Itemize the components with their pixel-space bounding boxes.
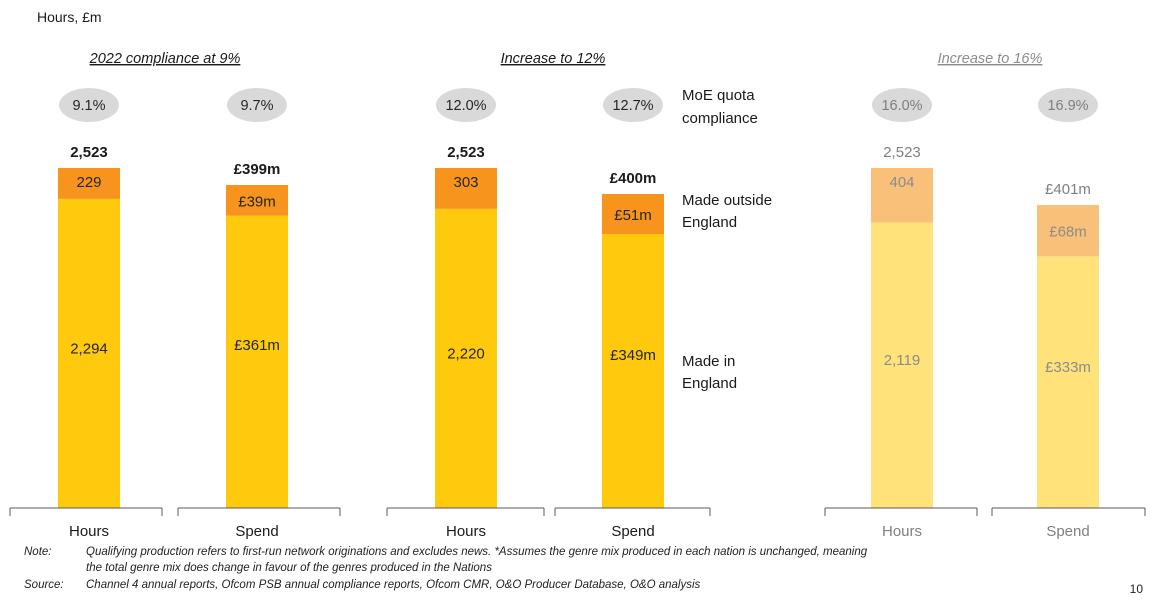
x-tick-label: Hours — [446, 523, 486, 540]
bar-made-in-england — [435, 208, 497, 508]
legend-outside-line1: Made outside — [682, 192, 772, 209]
quota-value: 9.1% — [72, 98, 105, 114]
scenario-title: 2022 compliance at 9% — [89, 51, 241, 67]
x-tick-label: Spend — [235, 523, 278, 540]
x-tick-label: Hours — [69, 523, 109, 540]
label-made-outside-england: 404 — [889, 174, 914, 191]
bar-made-outside-england — [871, 168, 933, 223]
source-line: Source: Channel 4 annual reports, Ofcom P… — [24, 579, 701, 591]
quota-pill — [436, 88, 496, 122]
legend-inside-line1: Made in — [682, 353, 735, 370]
quota-value: 16.0% — [881, 98, 922, 114]
scenario-title: Increase to 16% — [938, 51, 1043, 67]
legend-outside-line2: England — [682, 214, 737, 231]
bar-total-label: 2,523 — [883, 144, 921, 161]
label-made-outside-england: 303 — [453, 174, 478, 191]
bar-made-in-england — [871, 222, 933, 509]
x-tick-label: Spend — [1046, 523, 1089, 540]
bar-made-outside-england — [435, 168, 497, 209]
bar-total-label: £399m — [234, 161, 281, 178]
label-made-outside-england: 229 — [76, 174, 101, 191]
x-tick-label: Hours — [882, 523, 922, 540]
legend-quota-line1: MoE quota — [682, 87, 755, 104]
label-made-in-england: £361m — [234, 337, 280, 354]
quota-pill — [59, 88, 119, 122]
note-tag: Note: — [24, 546, 52, 558]
quota-pill — [227, 88, 287, 122]
note-line-2: the total genre mix does change in favou… — [86, 562, 492, 574]
legend-inside-line2: England — [682, 375, 737, 392]
quota-value: 16.9% — [1047, 98, 1088, 114]
stacked-bar-chart: 2022 compliance at 9% Increase to 12% Incr… — [9, 51, 1146, 540]
bar-made-outside-england — [1037, 205, 1099, 257]
quota-pill — [1038, 88, 1098, 122]
bar-made-outside-england — [602, 194, 664, 235]
bar-made-in-england — [1037, 256, 1099, 508]
quota-value: 9.7% — [240, 98, 273, 114]
source-tag: Source: — [24, 579, 64, 591]
bar-total-label: £400m — [610, 170, 657, 187]
label-made-outside-england: £39m — [238, 193, 276, 210]
scenario-title: Increase to 12% — [501, 51, 606, 67]
bar-made-in-england — [602, 234, 664, 508]
bar-total-label: 2,523 — [447, 144, 485, 161]
label-made-in-england: 2,119 — [884, 352, 920, 369]
bar-made-in-england — [58, 198, 120, 508]
bar-total-label: 2,523 — [70, 144, 108, 161]
quota-pill — [872, 88, 932, 122]
label-made-in-england: £333m — [1045, 359, 1091, 376]
note-line-1: Note: Qualifying production refers to fir… — [24, 546, 868, 558]
x-tick-label: Spend — [611, 523, 654, 540]
quota-value: 12.7% — [612, 98, 653, 114]
units-label: Hours, £m — [37, 9, 102, 25]
bar-made-outside-england — [58, 168, 120, 199]
label-made-in-england: 2,294 — [70, 340, 108, 357]
bar-made-in-england — [226, 215, 288, 508]
label-made-outside-england: £51m — [614, 207, 652, 224]
legend-quota-line2: compliance — [682, 110, 758, 127]
bar-total-label: £401m — [1045, 181, 1091, 198]
label-made-in-england: 2,220 — [447, 345, 485, 362]
quota-value: 12.0% — [445, 98, 486, 114]
bar-made-outside-england — [226, 185, 288, 216]
label-made-in-england: £349m — [610, 347, 656, 364]
quota-pill — [603, 88, 663, 122]
page-number: 10 — [1129, 582, 1143, 596]
label-made-outside-england: £68m — [1049, 224, 1087, 241]
